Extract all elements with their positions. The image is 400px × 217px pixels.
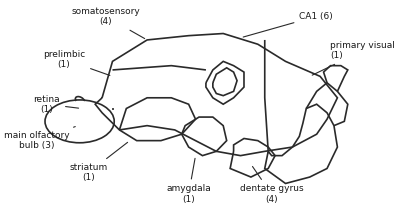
Text: primary visual
(1): primary visual (1) (312, 41, 395, 75)
Text: dentate gyrus
(4): dentate gyrus (4) (240, 166, 304, 204)
Text: amygdala
(1): amygdala (1) (166, 158, 211, 204)
Text: somatosensory
(4): somatosensory (4) (71, 7, 145, 39)
Text: retina
(1): retina (1) (34, 95, 78, 114)
Text: striatum
(1): striatum (1) (69, 142, 128, 182)
Text: main olfactory
bulb (3): main olfactory bulb (3) (4, 127, 75, 150)
Text: prelimbic
(1): prelimbic (1) (43, 49, 110, 76)
Text: CA1 (6): CA1 (6) (243, 12, 333, 37)
